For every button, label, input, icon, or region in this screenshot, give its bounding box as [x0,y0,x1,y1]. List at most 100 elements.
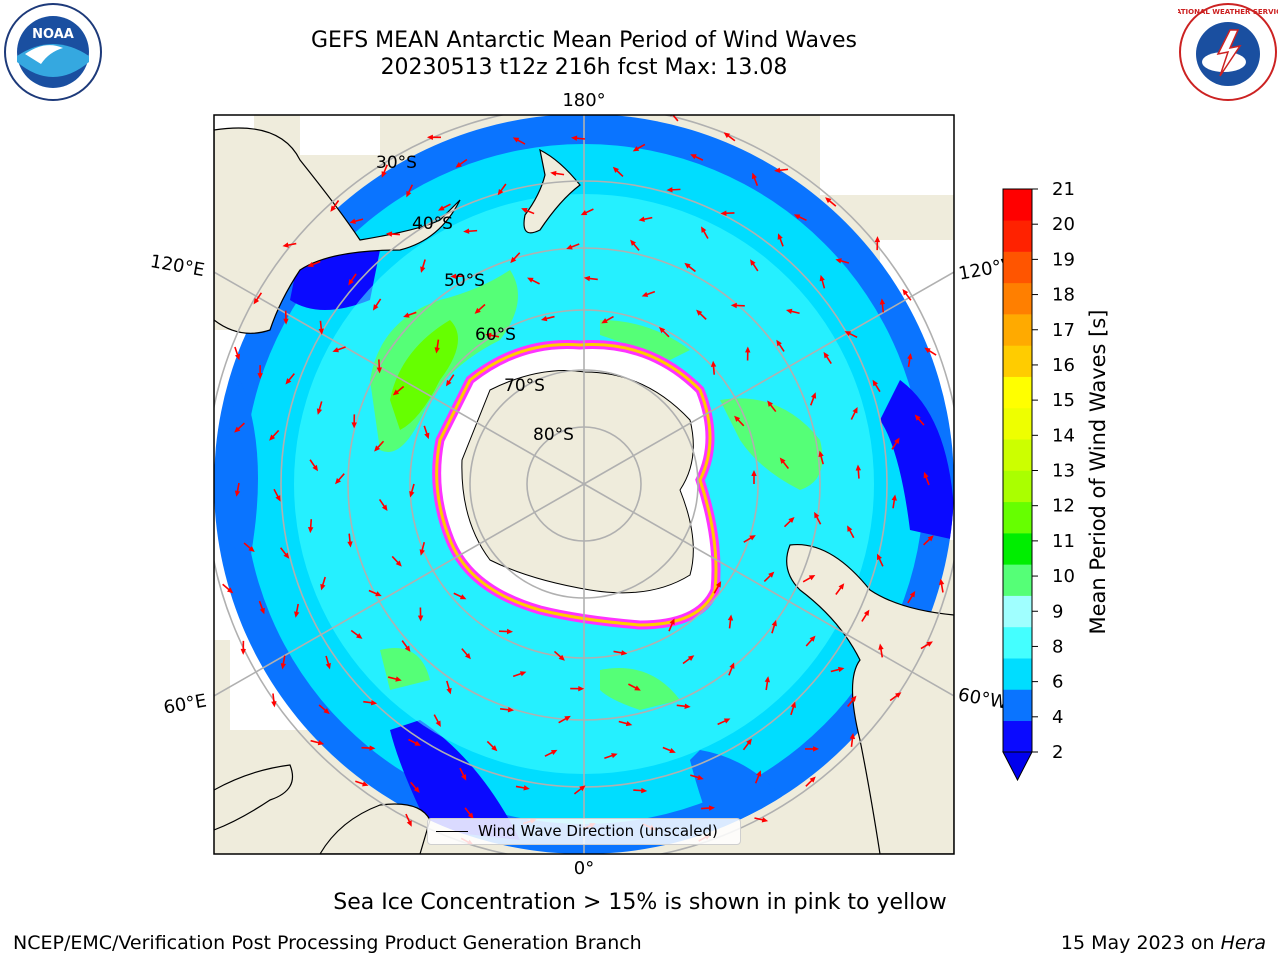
colorbar-segment [1003,658,1032,690]
wave-arrow-head [669,747,676,754]
wave-arrow-head [814,511,820,519]
wave-arrow-head [630,239,637,246]
wave-arrow-head [768,571,775,578]
wave-arrow-head [312,464,319,472]
colorbar-tick-label: 18 [1052,285,1075,306]
wave-arrow-head [708,805,716,811]
lon-label-180: 180° [562,90,605,111]
map-frame [213,114,955,855]
wave-arrow-head [459,594,467,600]
wave-arrow-head [825,197,832,204]
wave-arrow-head [734,415,741,422]
lat-label-50s: 50°S [444,271,485,291]
colorbar-segment [1003,407,1032,440]
wave-arrow-head [491,745,498,752]
nws-logo-text: NATIONAL WEATHER SERVICE [1178,8,1278,16]
wave-arrow-head [521,208,528,214]
wave-arrow-head [550,170,557,177]
wave-arrow-head [684,703,691,709]
wave-arrow-head [745,346,751,353]
wave-arrow-head [234,426,241,433]
colorbar-tick-label: 9 [1052,601,1063,622]
wave-arrow-head [269,434,276,441]
wave-arrow-head [316,408,323,415]
wave-arrow-head [779,457,786,464]
wave-arrow-head [638,216,645,222]
wave-arrow-head [746,738,752,746]
wave-arrow-head [395,560,402,567]
wave-arrow-head [750,259,756,266]
wave-arrow-head [376,367,382,374]
wave-arrow-head [424,432,430,440]
wave-arrow-head [849,732,856,740]
colorbar-segment [1003,626,1032,659]
wave-arrow-head [283,318,289,325]
wave-arrow-head [612,166,620,173]
wave-arrow-head [566,244,573,250]
colorbar-tick-label: 6 [1052,672,1063,693]
wave-arrow-head [924,347,931,354]
wave-arrow-head [413,786,420,793]
legend-line-swatch [436,831,468,832]
colorbar-segment [1003,345,1032,377]
footer-host: Hera [1220,932,1266,954]
wave-arrow-head [510,256,517,264]
wave-arrow-head [392,389,400,396]
wave-arrow-head [723,718,731,724]
wave-arrow-head [844,331,852,337]
wave-arrow-head [634,685,641,691]
colorbar-segment [1003,564,1032,596]
wave-arrow-head [307,261,314,267]
colorbar-tick-label: 8 [1052,636,1063,657]
colorbar-tick-label: 2 [1052,742,1063,763]
colorbar-segment [1003,439,1032,471]
legend-label: Wind Wave Direction (unscaled) [478,822,718,840]
wave-arrow-head [550,749,558,755]
wave-arrow-head [579,785,586,792]
colorbar-tick-label: 21 [1052,179,1075,200]
wave-arrow-head [571,135,578,141]
wave-arrow-head [578,685,585,692]
wave-arrow-head [417,615,424,622]
lat-label-40s: 40°S [412,214,453,234]
wave-arrow-head [877,553,882,561]
lon-label-0: 0° [574,858,594,879]
wave-arrow-head [507,707,515,713]
wave-arrow-head [850,695,857,702]
wave-arrow-head [611,753,618,759]
lon-label-120e: 120°E [149,251,207,281]
wave-arrow-head [467,812,474,819]
colorbar-tick-label: 20 [1052,214,1075,235]
lon-label-60e: 60°E [162,690,208,718]
wave-arrow-head [601,318,608,324]
wave-arrow-head [275,495,281,502]
wave-arrow-head [307,527,314,534]
noaa-logo: NOAA [4,3,102,101]
wave-arrow-head [285,378,292,385]
wave-arrow-head [874,236,881,243]
wave-arrow-head [234,353,241,361]
wave-arrow-head [835,258,842,264]
wave-arrow-head [669,618,675,625]
wave-arrow-head [902,289,909,296]
wave-arrow-head [426,134,433,141]
graticule [214,115,954,854]
wave-arrow-head [808,574,816,581]
lat-label-30s: 30°S [376,153,417,173]
wave-arrow-head [248,546,255,553]
wave-arrow-head [438,205,445,211]
wave-arrow-head [777,233,783,240]
wave-arrow-head [395,676,402,682]
colorbar-segment [1003,595,1032,628]
footer-date-text: 15 May 2023 on [1060,932,1221,954]
wave-arrow-head [891,494,897,501]
wave-arrow-head [540,315,548,322]
colorbar-segment [1003,470,1032,503]
wave-arrow-head [461,774,467,781]
colorbar-tick-label: 10 [1052,566,1075,587]
wave-arrow-head [370,700,378,706]
wave-arrow-head [583,275,591,282]
wave-arrow-head [720,210,727,216]
wave-arrow-head [234,490,241,497]
wave-arrow-head [335,477,341,485]
